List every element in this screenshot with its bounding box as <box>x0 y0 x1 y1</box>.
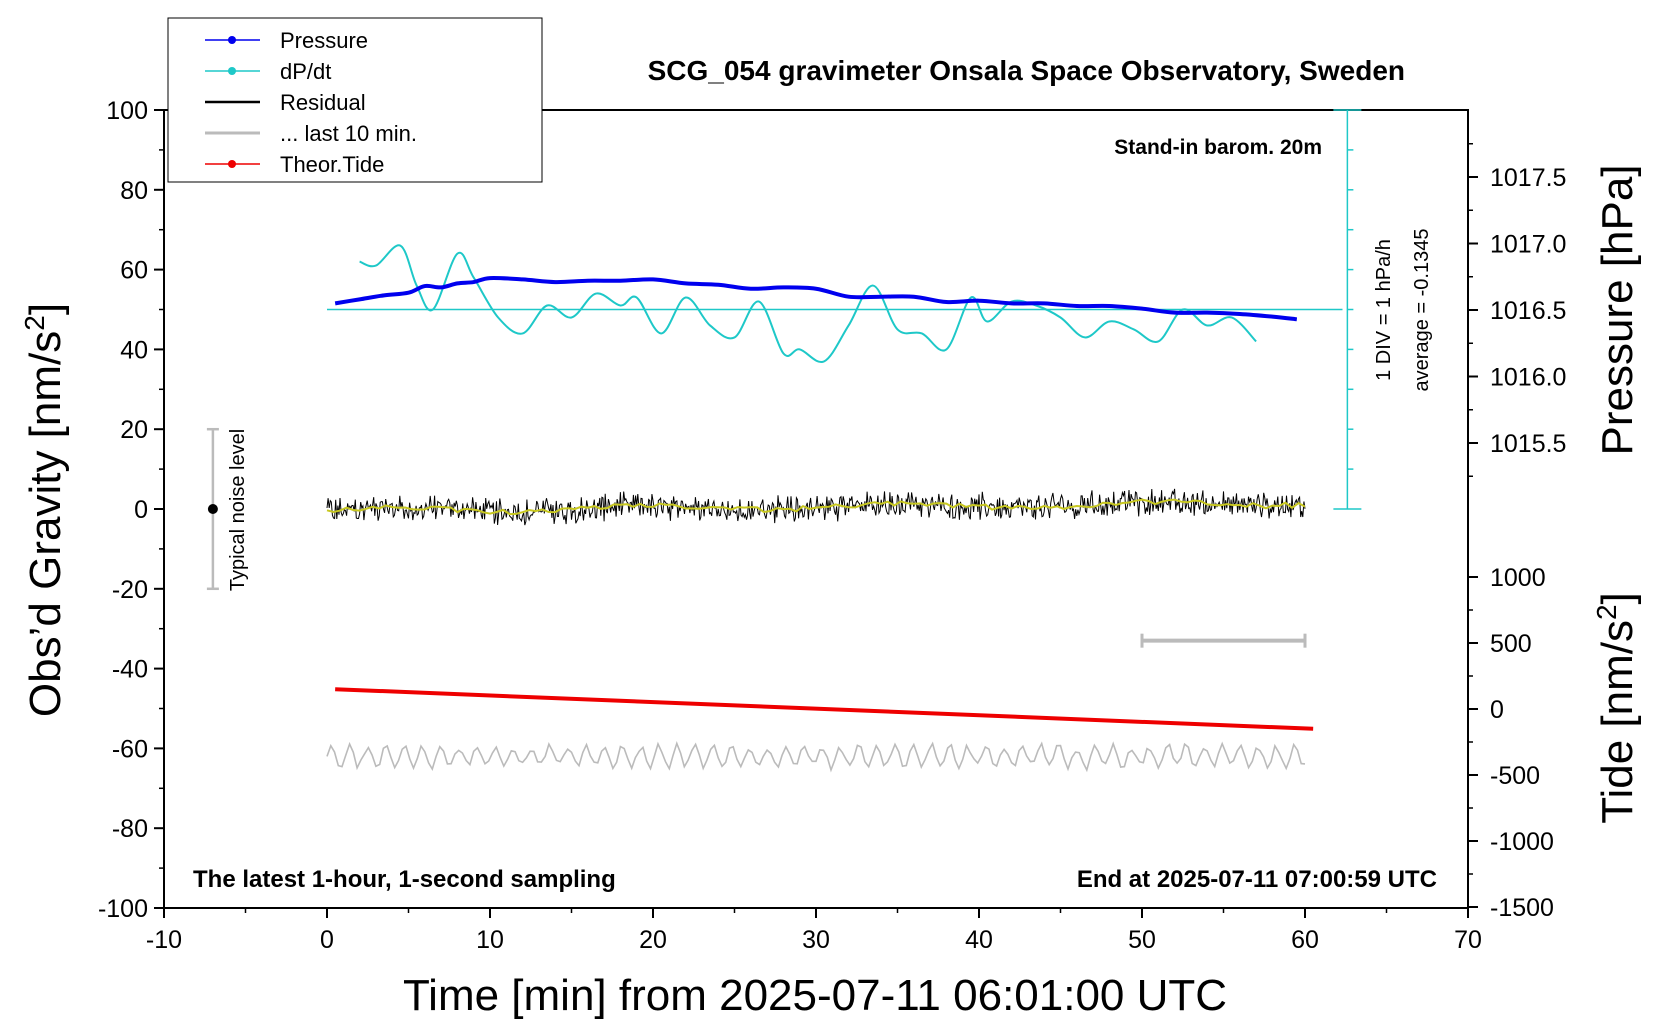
y-axis-pressure: 1015.5 1016.0 1016.5 1017.0 1017.5 <box>1468 143 1566 477</box>
y-axis-left: 100 80 60 40 20 0 -20 -40 -60 -80 -100 <box>98 97 164 923</box>
x-tick-label: 40 <box>965 926 993 954</box>
tide-tick-label: -1500 <box>1490 894 1554 922</box>
y-tick-label: 40 <box>120 336 148 364</box>
series-group <box>206 109 1362 773</box>
y-tick-label: 80 <box>120 177 148 205</box>
series-residual-mean <box>326 498 1306 516</box>
legend-marker <box>228 67 236 75</box>
x-tick-label: 50 <box>1128 926 1156 954</box>
y-tick-label: -80 <box>112 815 148 843</box>
y-axis-label-tide: Tide [nm/s2] <box>1591 592 1642 824</box>
x-tick-label: 20 <box>639 926 667 954</box>
tide-tick-label: 500 <box>1490 630 1532 658</box>
series-dpdt <box>359 244 1257 364</box>
legend-box <box>167 17 543 183</box>
y-axis-label-pressure: Pressure [hPa] <box>1593 164 1642 455</box>
pressure-tick-label: 1016.5 <box>1490 297 1566 325</box>
series-theor-tide <box>335 687 1314 731</box>
barometer-note: Stand-in barom. 20m <box>1114 136 1322 159</box>
pressure-tick-label: 1017.5 <box>1490 164 1566 192</box>
legend-label: Pressure <box>280 28 368 53</box>
y-tick-label: -20 <box>112 576 148 604</box>
legend-label: ... last 10 min. <box>280 121 417 146</box>
end-note: End at 2025-07-11 07:00:59 UTC <box>1077 866 1437 893</box>
x-tick-label: -10 <box>146 926 182 954</box>
tide-tick-label: -1000 <box>1490 828 1554 856</box>
series-last-10-min <box>326 740 1306 773</box>
y-tick-label: -60 <box>112 735 148 763</box>
y-tick-label: 60 <box>120 257 148 285</box>
tide-tick-label: -500 <box>1490 762 1540 790</box>
annotations: SCG_054 gravimeter Onsala Space Observat… <box>19 55 1642 1020</box>
pressure-tick-label: 1016.0 <box>1490 364 1566 392</box>
y-axis-tide: 1000 500 0 -500 -1000 -1500 <box>1468 564 1554 922</box>
average-note: average = -0.1345 <box>1411 229 1433 392</box>
legend-label: Residual <box>280 90 366 115</box>
noise-bar-center <box>207 504 218 514</box>
x-tick-label: 60 <box>1291 926 1319 954</box>
x-axis-label: Time [min] from 2025-07-11 06:01:00 UTC <box>403 971 1227 1020</box>
x-tick-label: 70 <box>1454 926 1482 954</box>
pressure-tick-label: 1017.0 <box>1490 231 1566 259</box>
pressure-tick-label: 1015.5 <box>1490 430 1566 458</box>
x-tick-label: 0 <box>320 926 334 954</box>
div-note: 1 DIV = 1 hPa/h <box>1373 239 1395 381</box>
noise-note: Typical noise level <box>227 429 249 591</box>
chart-title: SCG_054 gravimeter Onsala Space Observat… <box>648 55 1405 86</box>
y-tick-label: -40 <box>112 656 148 684</box>
tide-tick-label: 1000 <box>1490 564 1546 592</box>
y-tick-label: 100 <box>106 97 148 125</box>
x-tick-label: 30 <box>802 926 830 954</box>
latest-note: The latest 1-hour, 1-second sampling <box>193 866 616 893</box>
x-tick-label: 10 <box>476 926 504 954</box>
legend: Pressure dP/dt Residual ... last 10 min. The… <box>167 17 543 183</box>
legend-marker <box>228 160 236 168</box>
y-tick-label: 0 <box>134 496 148 524</box>
legend-marker <box>228 36 236 44</box>
y-tick-label: -100 <box>98 895 148 923</box>
y-tick-label: 20 <box>120 416 148 444</box>
legend-label: dP/dt <box>280 59 331 84</box>
series-pressure <box>334 275 1298 322</box>
legend-label: Theor.Tide <box>280 152 384 177</box>
x-axis: -10 0 10 20 30 40 50 60 70 <box>146 908 1482 954</box>
tide-tick-label: 0 <box>1490 696 1504 724</box>
y-axis-label-left: Obs’d Gravity [nm/s2] <box>19 303 70 717</box>
